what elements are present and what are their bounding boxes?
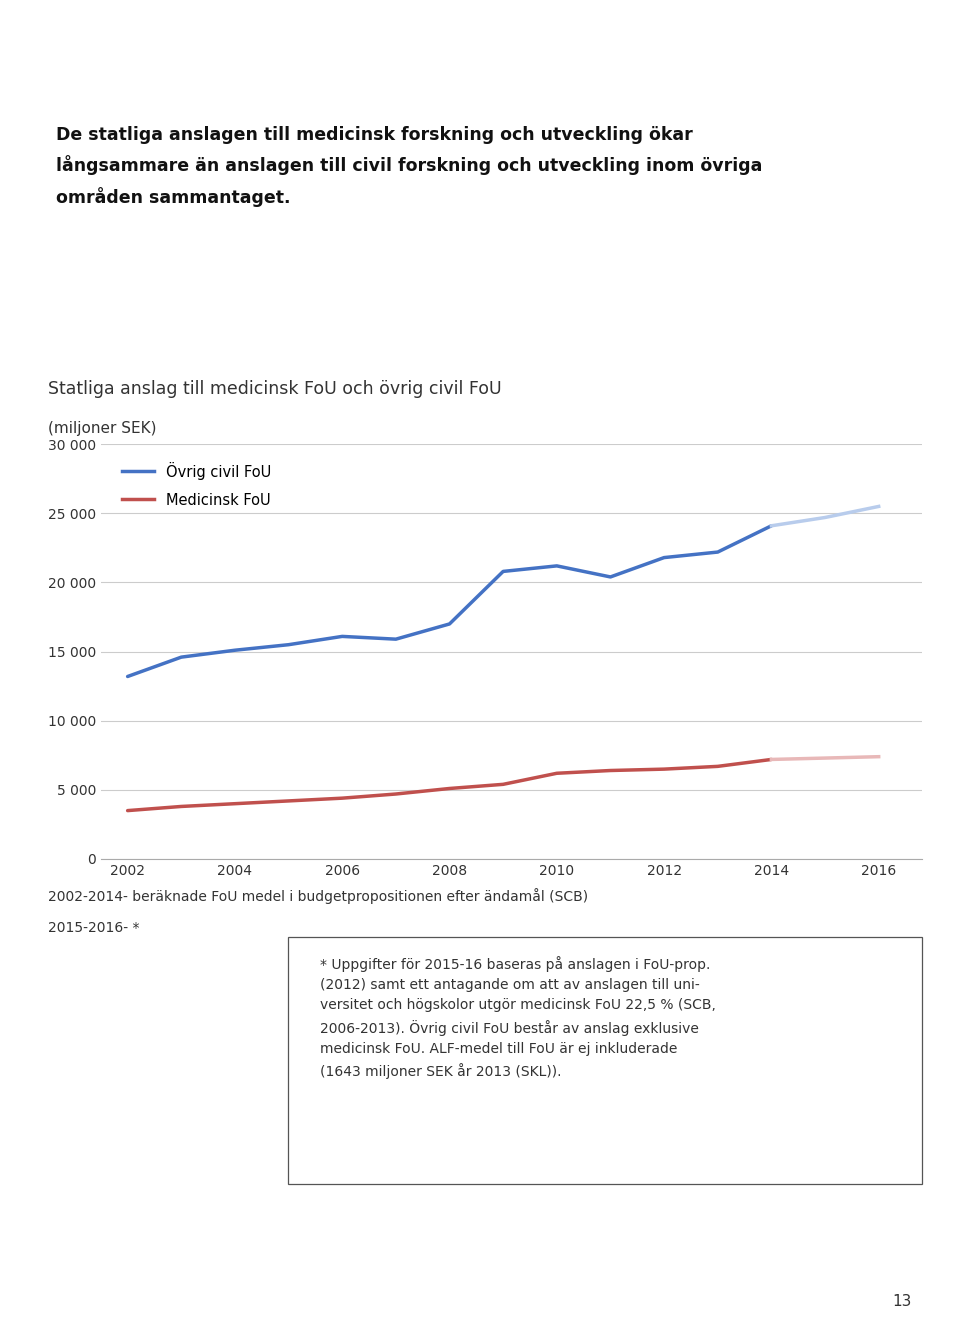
Text: 2002-2014- beräknade FoU medel i budgetpropositionen efter ändamål (SCB): 2002-2014- beräknade FoU medel i budgetp…	[48, 888, 588, 904]
Text: (miljoner SEK): (miljoner SEK)	[48, 421, 156, 436]
Text: Statliga anslag till medicinsk FoU och övrig civil FoU: Statliga anslag till medicinsk FoU och ö…	[48, 380, 502, 397]
Text: 2015-2016- *: 2015-2016- *	[48, 921, 139, 934]
Text: * Uppgifter för 2015-16 baseras på anslagen i FoU-prop.
(2012) samt ett antagand: * Uppgifter för 2015-16 baseras på ansla…	[320, 957, 715, 1078]
FancyBboxPatch shape	[288, 937, 922, 1184]
Legend: Övrig civil FoU, Medicinsk FoU: Övrig civil FoU, Medicinsk FoU	[116, 456, 277, 514]
Text: 13: 13	[893, 1294, 912, 1309]
Text: De statliga anslagen till medicinsk forskning och utveckling ökar
långsammare än: De statliga anslagen till medicinsk fors…	[56, 126, 762, 206]
